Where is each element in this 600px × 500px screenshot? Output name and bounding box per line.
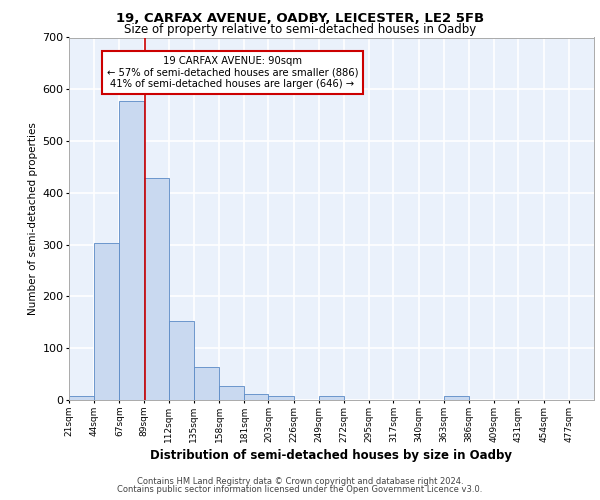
X-axis label: Distribution of semi-detached houses by size in Oadby: Distribution of semi-detached houses by …	[151, 449, 512, 462]
Bar	[143, 178, 169, 400]
Bar	[69, 396, 94, 400]
Text: 19, CARFAX AVENUE, OADBY, LEICESTER, LE2 5FB: 19, CARFAX AVENUE, OADBY, LEICESTER, LE2…	[116, 12, 484, 26]
Bar	[244, 394, 268, 400]
Bar	[268, 396, 293, 400]
Bar	[194, 367, 219, 400]
Bar	[319, 396, 344, 400]
Y-axis label: Number of semi-detached properties: Number of semi-detached properties	[28, 122, 38, 315]
Text: Contains HM Land Registry data © Crown copyright and database right 2024.: Contains HM Land Registry data © Crown c…	[137, 477, 463, 486]
Text: Size of property relative to semi-detached houses in Oadby: Size of property relative to semi-detach…	[124, 22, 476, 36]
Bar	[94, 242, 119, 400]
Text: 19 CARFAX AVENUE: 90sqm
← 57% of semi-detached houses are smaller (886)
41% of s: 19 CARFAX AVENUE: 90sqm ← 57% of semi-de…	[107, 56, 358, 89]
Text: Contains public sector information licensed under the Open Government Licence v3: Contains public sector information licen…	[118, 485, 482, 494]
Bar	[219, 386, 244, 400]
Bar	[169, 322, 194, 400]
Bar	[119, 100, 143, 400]
Bar	[444, 396, 469, 400]
